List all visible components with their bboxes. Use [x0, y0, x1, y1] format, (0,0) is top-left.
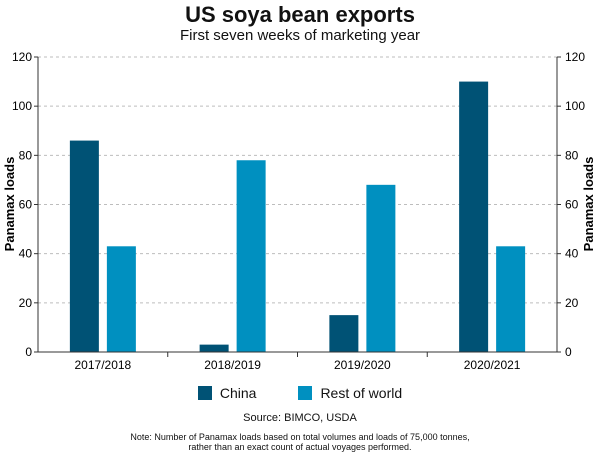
- footnote-line-2: rather than an exact count of actual voy…: [188, 442, 412, 452]
- bar-china-2019-2020: [329, 315, 359, 352]
- source-note: Source: BIMCO, USDA: [243, 412, 357, 424]
- bars: [69, 81, 526, 352]
- y-tick-label-right: 100: [565, 99, 585, 113]
- footnote: Note: Number of Panamax loads based on t…: [0, 432, 600, 452]
- legend-item-rest-of-world: Rest of world: [298, 385, 402, 401]
- legend-item-china: China: [197, 385, 257, 401]
- y-tick-label-left: 20: [19, 296, 33, 310]
- chart-subtitle: First seven weeks of marketing year: [179, 27, 421, 44]
- bar-rest-of-world-2020-2021: [496, 246, 526, 352]
- x-tick-label: 2017/2018: [75, 358, 132, 372]
- axes: [34, 56, 561, 357]
- bar-rest-of-world-2019-2020: [366, 184, 396, 352]
- bar-rest-of-world-2018-2019: [236, 160, 266, 352]
- tick-labels: 0 0 20 20 40 40 60 60 80 80 100 100 120 120 2017/2018 2…: [12, 50, 585, 372]
- legend: China Rest of world: [0, 385, 600, 401]
- y-tick-label-left: 40: [19, 247, 33, 261]
- bar-china-2017-2018: [69, 140, 99, 352]
- legend-swatch-china: [197, 386, 212, 400]
- y-tick-label-left: 60: [19, 198, 33, 212]
- y-tick-label-right: 120: [565, 50, 585, 64]
- bar-rest-of-world-2017-2018: [106, 246, 136, 352]
- y-tick-label-right: 20: [565, 296, 579, 310]
- y-tick-label-right: 40: [565, 247, 579, 261]
- x-tick-label: 2020/2021: [464, 358, 521, 372]
- x-tick-label: 2019/2020: [334, 358, 391, 372]
- legend-swatch-rest-of-world: [298, 386, 313, 400]
- x-tick-label: 2018/2019: [204, 358, 261, 372]
- y-tick-label-right: 60: [565, 198, 579, 212]
- y-tick-label-left: 0: [25, 345, 32, 359]
- chart-title: US soya bean exports: [185, 2, 415, 27]
- footnote-line-1: Note: Number of Panamax loads based on t…: [130, 432, 470, 442]
- bar-china-2018-2019: [199, 344, 229, 352]
- y-tick-label-left: 100: [12, 99, 32, 113]
- bar-chart: 0 0 20 20 40 40 60 60 80 80 100 100 120 120 2017/2018 2…: [2, 50, 596, 372]
- y-tick-label-right: 80: [565, 148, 579, 162]
- y-tick-label-left: 120: [12, 50, 32, 64]
- legend-label-rest-of-world: Rest of world: [320, 385, 403, 401]
- y-tick-label-left: 80: [19, 148, 33, 162]
- y-axis-label-right: Panamax loads: [581, 157, 596, 252]
- y-axis-label-left: Panamax loads: [2, 157, 17, 252]
- legend-label-china: China: [219, 385, 257, 401]
- y-tick-label-right: 0: [565, 345, 572, 359]
- bar-china-2020-2021: [459, 81, 489, 352]
